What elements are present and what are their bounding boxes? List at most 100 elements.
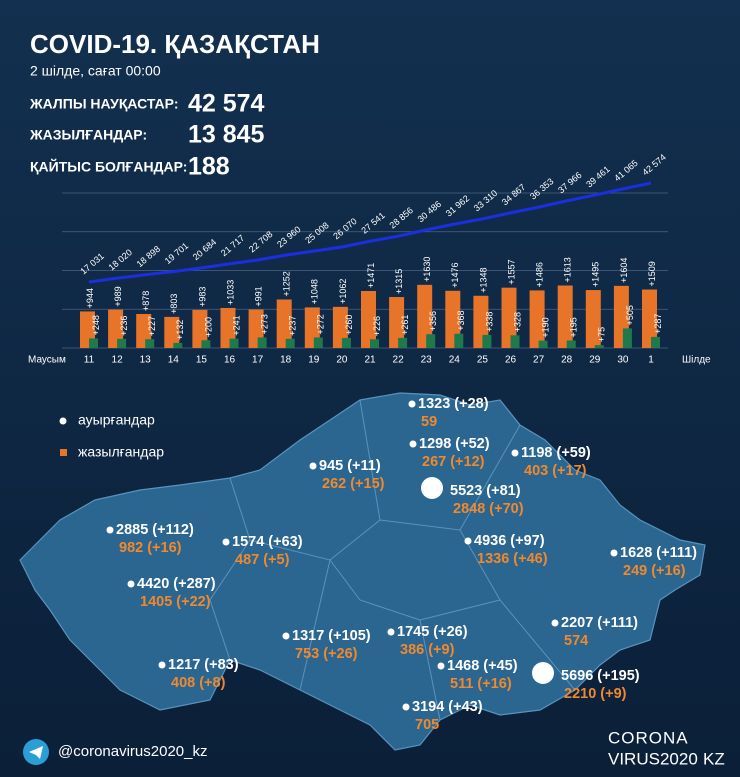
x-tick-label: 23: [421, 355, 433, 366]
region-cases: 1317 (+105): [292, 628, 371, 644]
bar-label: +356: [428, 311, 438, 331]
region-recovered: 2848 (+70): [453, 501, 524, 517]
marker: [106, 526, 114, 534]
marker: [282, 632, 290, 640]
x-tick-label: 11: [84, 355, 95, 366]
x-tick-label: 24: [449, 355, 461, 366]
recovered-bar: [622, 328, 632, 348]
region-recovered: 982 (+16): [119, 540, 182, 556]
region-recovered: 262 (+15): [322, 476, 385, 492]
recovered-bar: [89, 338, 98, 348]
region-borders: [209, 399, 576, 721]
marker: [464, 537, 472, 545]
bar-label: +878: [141, 291, 151, 311]
handle: @coronavirus2020_kz: [58, 743, 207, 760]
month-label: Маусым: [28, 355, 66, 366]
logo-top: CORONA: [608, 728, 689, 747]
new-cases-bar: [642, 289, 657, 348]
recovered-bar: [538, 340, 548, 348]
new-cases-bar: [192, 309, 208, 348]
region-recovered: 705: [415, 717, 439, 733]
marker: [158, 661, 166, 669]
bar-label: +237: [288, 316, 298, 336]
region-recovered: 574: [564, 633, 588, 649]
region-recovered: 753 (+26): [295, 646, 358, 662]
bar-label: +1315: [394, 269, 404, 294]
bar-label: +1604: [619, 258, 629, 283]
new-cases-bar: [389, 297, 405, 348]
new-cases-bar: [417, 284, 433, 348]
marker: [511, 449, 519, 457]
region-recovered: 267 (+12): [422, 454, 485, 470]
month-label: Шілде: [682, 355, 711, 366]
new-cases-bar: [361, 290, 376, 348]
bar-label: +505: [625, 305, 635, 325]
logo-suffix: KZ: [703, 749, 725, 768]
stat-label: ЖАЗЫЛҒАНДАР:: [29, 127, 147, 143]
recovered-bar: [482, 334, 492, 348]
stat-value: 42 574: [188, 90, 265, 118]
marker: [222, 538, 230, 546]
recovered-bar: [117, 338, 127, 348]
x-tick-label: 30: [617, 355, 629, 366]
new-cases-bar: [276, 299, 292, 348]
bar-label: +241: [231, 315, 241, 335]
title: COVID-19. ҚАЗАҚСТАН: [30, 29, 320, 59]
region-cases: 2207 (+111): [561, 615, 638, 631]
recovered-bar: [341, 337, 351, 348]
region-recovered: 403 (+17): [524, 463, 587, 479]
x-tick-label: 17: [252, 355, 264, 366]
x-tick-label: 15: [196, 355, 208, 366]
legend-label: жазылғандар: [78, 444, 164, 460]
x-tick-label: 22: [393, 355, 405, 366]
legend-swatch: [60, 449, 67, 456]
bar-label: +1476: [450, 263, 460, 288]
bar-label: +1048: [310, 279, 320, 304]
x-tick-label: 14: [168, 355, 180, 366]
region-recovered: 249 (+16): [623, 563, 686, 579]
stat-label: ҚАЙТЫС БОЛҒАНДАР:: [30, 158, 187, 175]
region-cases: 4936 (+97): [474, 533, 545, 549]
x-tick-label: 12: [112, 355, 124, 366]
marker: [551, 619, 559, 627]
region-cases: 1628 (+111): [620, 545, 697, 561]
marker: [127, 580, 135, 588]
bar-label: +190: [540, 317, 550, 337]
legend-label: ауырғандар: [78, 412, 155, 428]
region-cases: 945 (+11): [319, 458, 381, 474]
region-cases: 1323 (+28): [418, 396, 489, 412]
x-tick-label: 25: [477, 355, 489, 366]
bar-label: +1252: [282, 271, 292, 296]
region-recovered: 59: [421, 414, 437, 430]
logo-bottom: VIRUS2020: [608, 749, 698, 768]
region-cases: 3194 (+43): [412, 699, 483, 715]
recovered-bar: [454, 333, 464, 348]
bar-label: +226: [372, 316, 382, 336]
new-cases-bar: [501, 287, 517, 348]
bar-label: +368: [456, 310, 466, 330]
recovered-bar: [510, 335, 520, 348]
large-marker: [421, 477, 443, 499]
x-tick-label: 18: [280, 355, 292, 366]
bar-label: +132: [175, 320, 185, 340]
x-tick-label: 26: [505, 355, 517, 366]
x-tick-label: 1: [648, 355, 654, 366]
bar-label: +1495: [591, 262, 601, 287]
new-cases-bar: [445, 290, 461, 348]
bar-label: +1486: [534, 262, 544, 287]
bar-label: +338: [484, 312, 494, 332]
telegram-plane: [29, 746, 43, 759]
region-cases: 1745 (+26): [397, 624, 468, 640]
recovered-bar: [257, 337, 267, 348]
region-cases: 1298 (+52): [419, 436, 490, 452]
new-cases-bar: [332, 306, 348, 348]
recovered-bar: [285, 338, 295, 348]
region-recovered: 1336 (+46): [477, 551, 548, 567]
marker: [309, 462, 317, 470]
bar-label: +1613: [563, 257, 573, 282]
region-recovered: 487 (+5): [235, 552, 290, 568]
x-tick-label: 19: [308, 355, 320, 366]
date: 2 шілде, сағат 00:00: [30, 63, 161, 79]
bar-label: +1348: [478, 267, 488, 292]
